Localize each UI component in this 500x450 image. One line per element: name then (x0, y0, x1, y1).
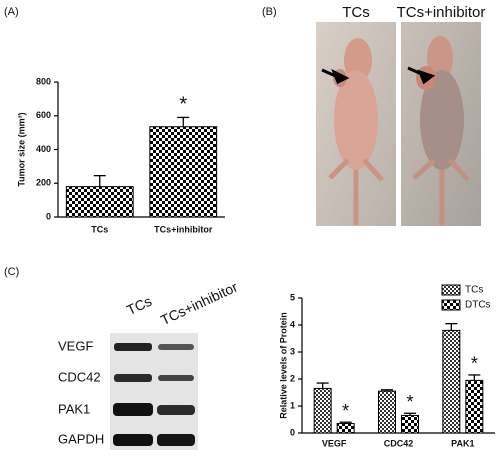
y-tick-label: 1 (290, 400, 295, 410)
panel-label: (B) (262, 6, 277, 18)
bar (401, 414, 419, 434)
annotation: * (179, 94, 187, 116)
y-tick-label: 0 (46, 211, 51, 221)
blot-column: TCs (124, 293, 154, 318)
y-tick-label: 0 (290, 427, 295, 437)
x-tick-label: VEGF (322, 438, 347, 448)
y-axis-label: Tumor size (mm³) (16, 112, 26, 186)
blot (110, 333, 198, 450)
blot-row: PAK1 (58, 401, 90, 416)
bar (442, 329, 461, 434)
y-tick-label: 3 (290, 346, 295, 356)
photo-left (316, 22, 396, 226)
panel-label: (A) (4, 6, 19, 18)
y-tick-label: 600 (36, 110, 51, 120)
legend-label: TCs (465, 285, 483, 296)
y-tick-label: 800 (36, 76, 51, 86)
y-tick-label: 5 (290, 292, 295, 302)
blot-row: GAPDH (58, 431, 104, 446)
y-axis-label: Relative levels of Protein (278, 312, 288, 419)
bar (149, 126, 218, 218)
y-tick-label: 2 (290, 373, 295, 383)
bar (65, 186, 134, 218)
y-tick-label: 400 (36, 144, 51, 154)
x-tick-label: TCs+inhibitor (154, 224, 213, 234)
legend-swatch (441, 284, 461, 296)
photo-right (401, 22, 481, 226)
legend-swatch (441, 299, 461, 311)
x-tick-label: PAK1 (451, 438, 474, 448)
blot-row: VEGF (58, 338, 93, 353)
significance-label: * (342, 401, 349, 421)
x-tick-label: CDC42 (384, 438, 414, 448)
significance-label: * (471, 354, 478, 374)
x-tick-label: TCs (91, 224, 108, 234)
y-tick-label: 4 (290, 319, 295, 329)
bar (313, 387, 332, 434)
blot-column: TCs+inhibitor (158, 278, 240, 328)
bar (465, 379, 484, 434)
bar (336, 423, 355, 434)
photo-label: TCs (342, 4, 370, 21)
significance-label: * (406, 392, 413, 412)
panel-label: (C) (4, 266, 19, 278)
y-tick-label: 200 (36, 178, 51, 188)
photo-label: TCs+inhibitor (397, 4, 486, 21)
legend-label: DTCs (465, 300, 491, 311)
blot-row: CDC42 (58, 369, 101, 384)
bar (378, 390, 396, 434)
